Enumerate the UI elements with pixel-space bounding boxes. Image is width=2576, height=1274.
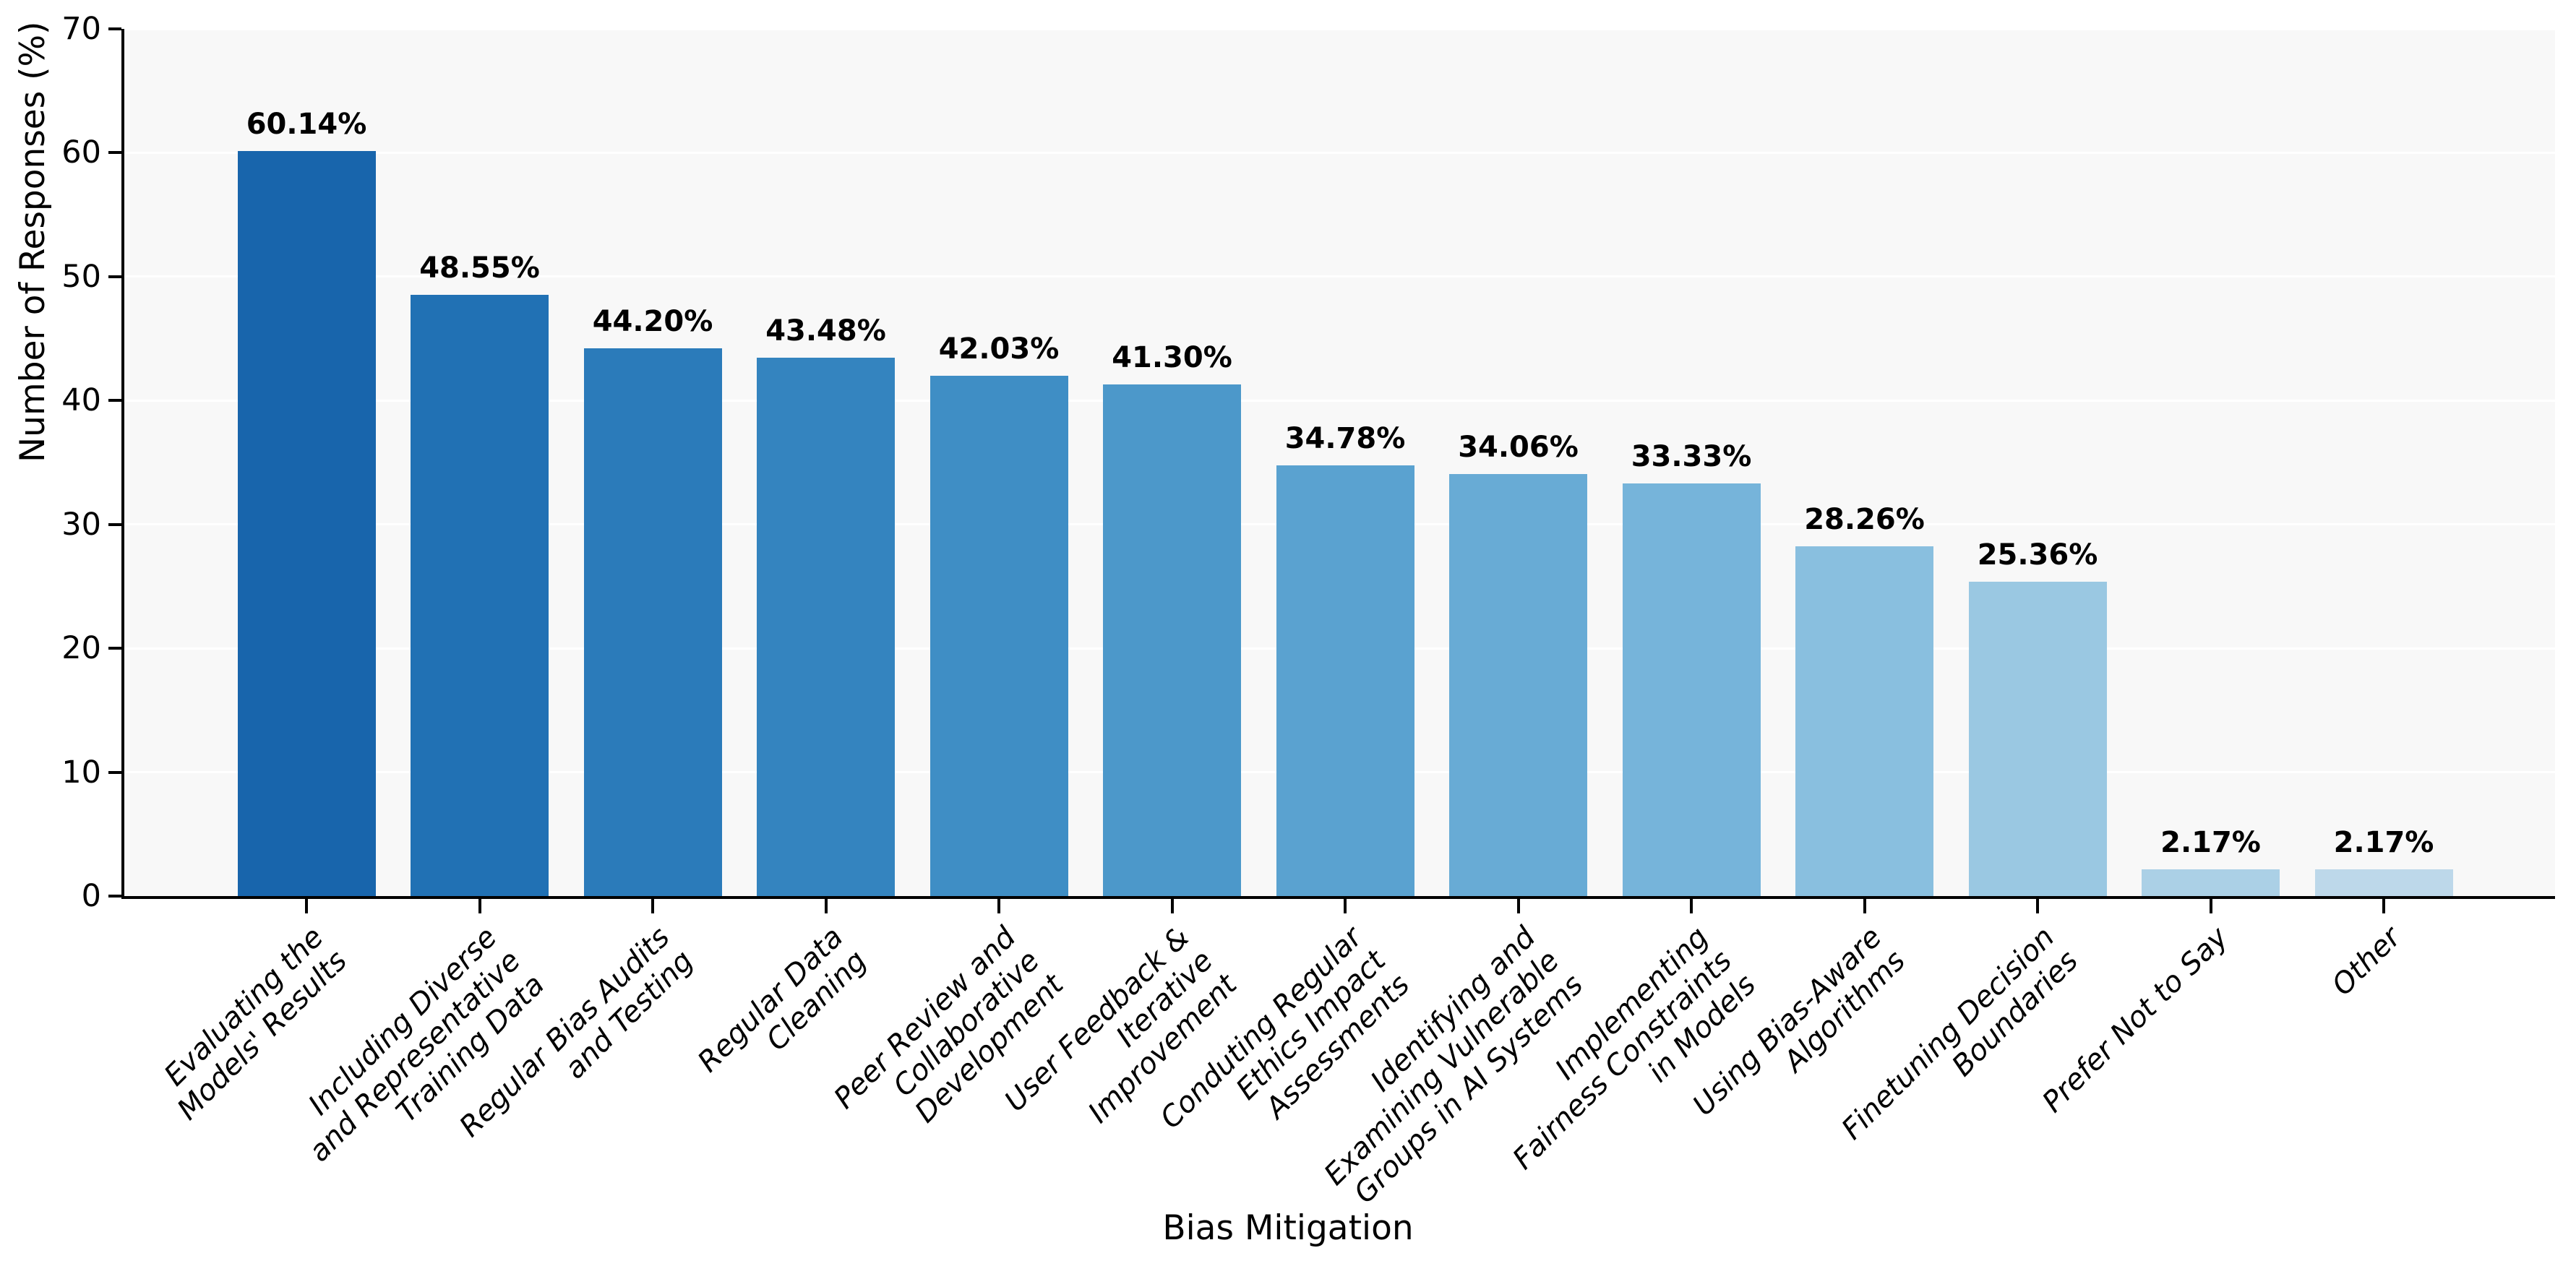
y-tick bbox=[108, 151, 121, 155]
x-tick bbox=[997, 899, 1000, 913]
bar-value-label: 2.17% bbox=[2333, 825, 2434, 859]
x-tick bbox=[1690, 899, 1693, 913]
y-tick bbox=[108, 647, 121, 650]
y-tick-label: 50 bbox=[61, 258, 101, 295]
gridline bbox=[124, 151, 2555, 154]
bar-value-label: 41.30% bbox=[1112, 341, 1232, 374]
x-tick bbox=[1170, 899, 1174, 913]
bar-value-label: 43.48% bbox=[765, 314, 886, 348]
y-tick-label: 60 bbox=[61, 134, 101, 171]
x-tick bbox=[2209, 899, 2212, 913]
x-tick bbox=[1516, 899, 1520, 913]
y-tick bbox=[108, 895, 121, 898]
x-tick bbox=[1863, 899, 1866, 913]
bar bbox=[2142, 869, 2280, 896]
y-axis-spine bbox=[121, 29, 124, 899]
plot-area: 60.14% 48.55% 44.20% 43.48% 42.03% 41.30% 34.7… bbox=[124, 27, 2555, 896]
bar bbox=[583, 348, 722, 896]
x-tick bbox=[2382, 899, 2385, 913]
x-tick bbox=[824, 899, 828, 913]
y-tick-label: 20 bbox=[61, 630, 101, 667]
bar bbox=[929, 375, 1068, 896]
bar-value-label: 34.78% bbox=[1284, 421, 1406, 455]
x-tick bbox=[2036, 899, 2039, 913]
x-axis-title: Bias Mitigation bbox=[1162, 1208, 1414, 1248]
x-tick bbox=[305, 899, 308, 913]
bar-value-label: 60.14% bbox=[246, 108, 367, 142]
y-tick bbox=[108, 770, 121, 774]
gridline bbox=[124, 399, 2555, 402]
bar-value-label: 34.06% bbox=[1458, 431, 1579, 465]
bar bbox=[1103, 384, 1241, 896]
bar bbox=[1276, 465, 1414, 896]
bar bbox=[2314, 869, 2453, 896]
x-tick bbox=[1344, 899, 1347, 913]
bar bbox=[757, 357, 895, 896]
bar-value-label: 42.03% bbox=[938, 332, 1060, 366]
gridline bbox=[124, 275, 2555, 278]
bar bbox=[1449, 474, 1587, 896]
y-tick-label: 0 bbox=[81, 878, 101, 914]
bar-value-label: 44.20% bbox=[592, 305, 713, 339]
y-tick-label: 30 bbox=[61, 506, 101, 543]
y-tick bbox=[108, 522, 121, 526]
bar bbox=[1622, 483, 1761, 896]
y-tick bbox=[108, 399, 121, 403]
gridline bbox=[124, 27, 2555, 30]
bar-value-label: 2.17% bbox=[2160, 825, 2261, 859]
bar-value-label: 25.36% bbox=[1977, 538, 2098, 572]
bar-value-label: 48.55% bbox=[419, 251, 540, 285]
bar bbox=[411, 294, 549, 896]
y-tick-label: 40 bbox=[61, 382, 101, 419]
y-tick bbox=[108, 27, 121, 30]
y-tick-label: 70 bbox=[61, 11, 101, 47]
y-tick bbox=[108, 275, 121, 278]
bar-value-label: 33.33% bbox=[1631, 439, 1752, 473]
x-axis-spine bbox=[121, 896, 2555, 899]
bar bbox=[237, 151, 376, 896]
x-tick bbox=[478, 899, 481, 913]
y-tick-label: 10 bbox=[61, 754, 101, 791]
bar bbox=[1795, 546, 1933, 896]
x-tick bbox=[651, 899, 654, 913]
y-axis-title: Number of Responses (%) bbox=[13, 21, 53, 462]
bar-value-label: 28.26% bbox=[1804, 502, 1925, 536]
bar bbox=[1968, 582, 2107, 896]
